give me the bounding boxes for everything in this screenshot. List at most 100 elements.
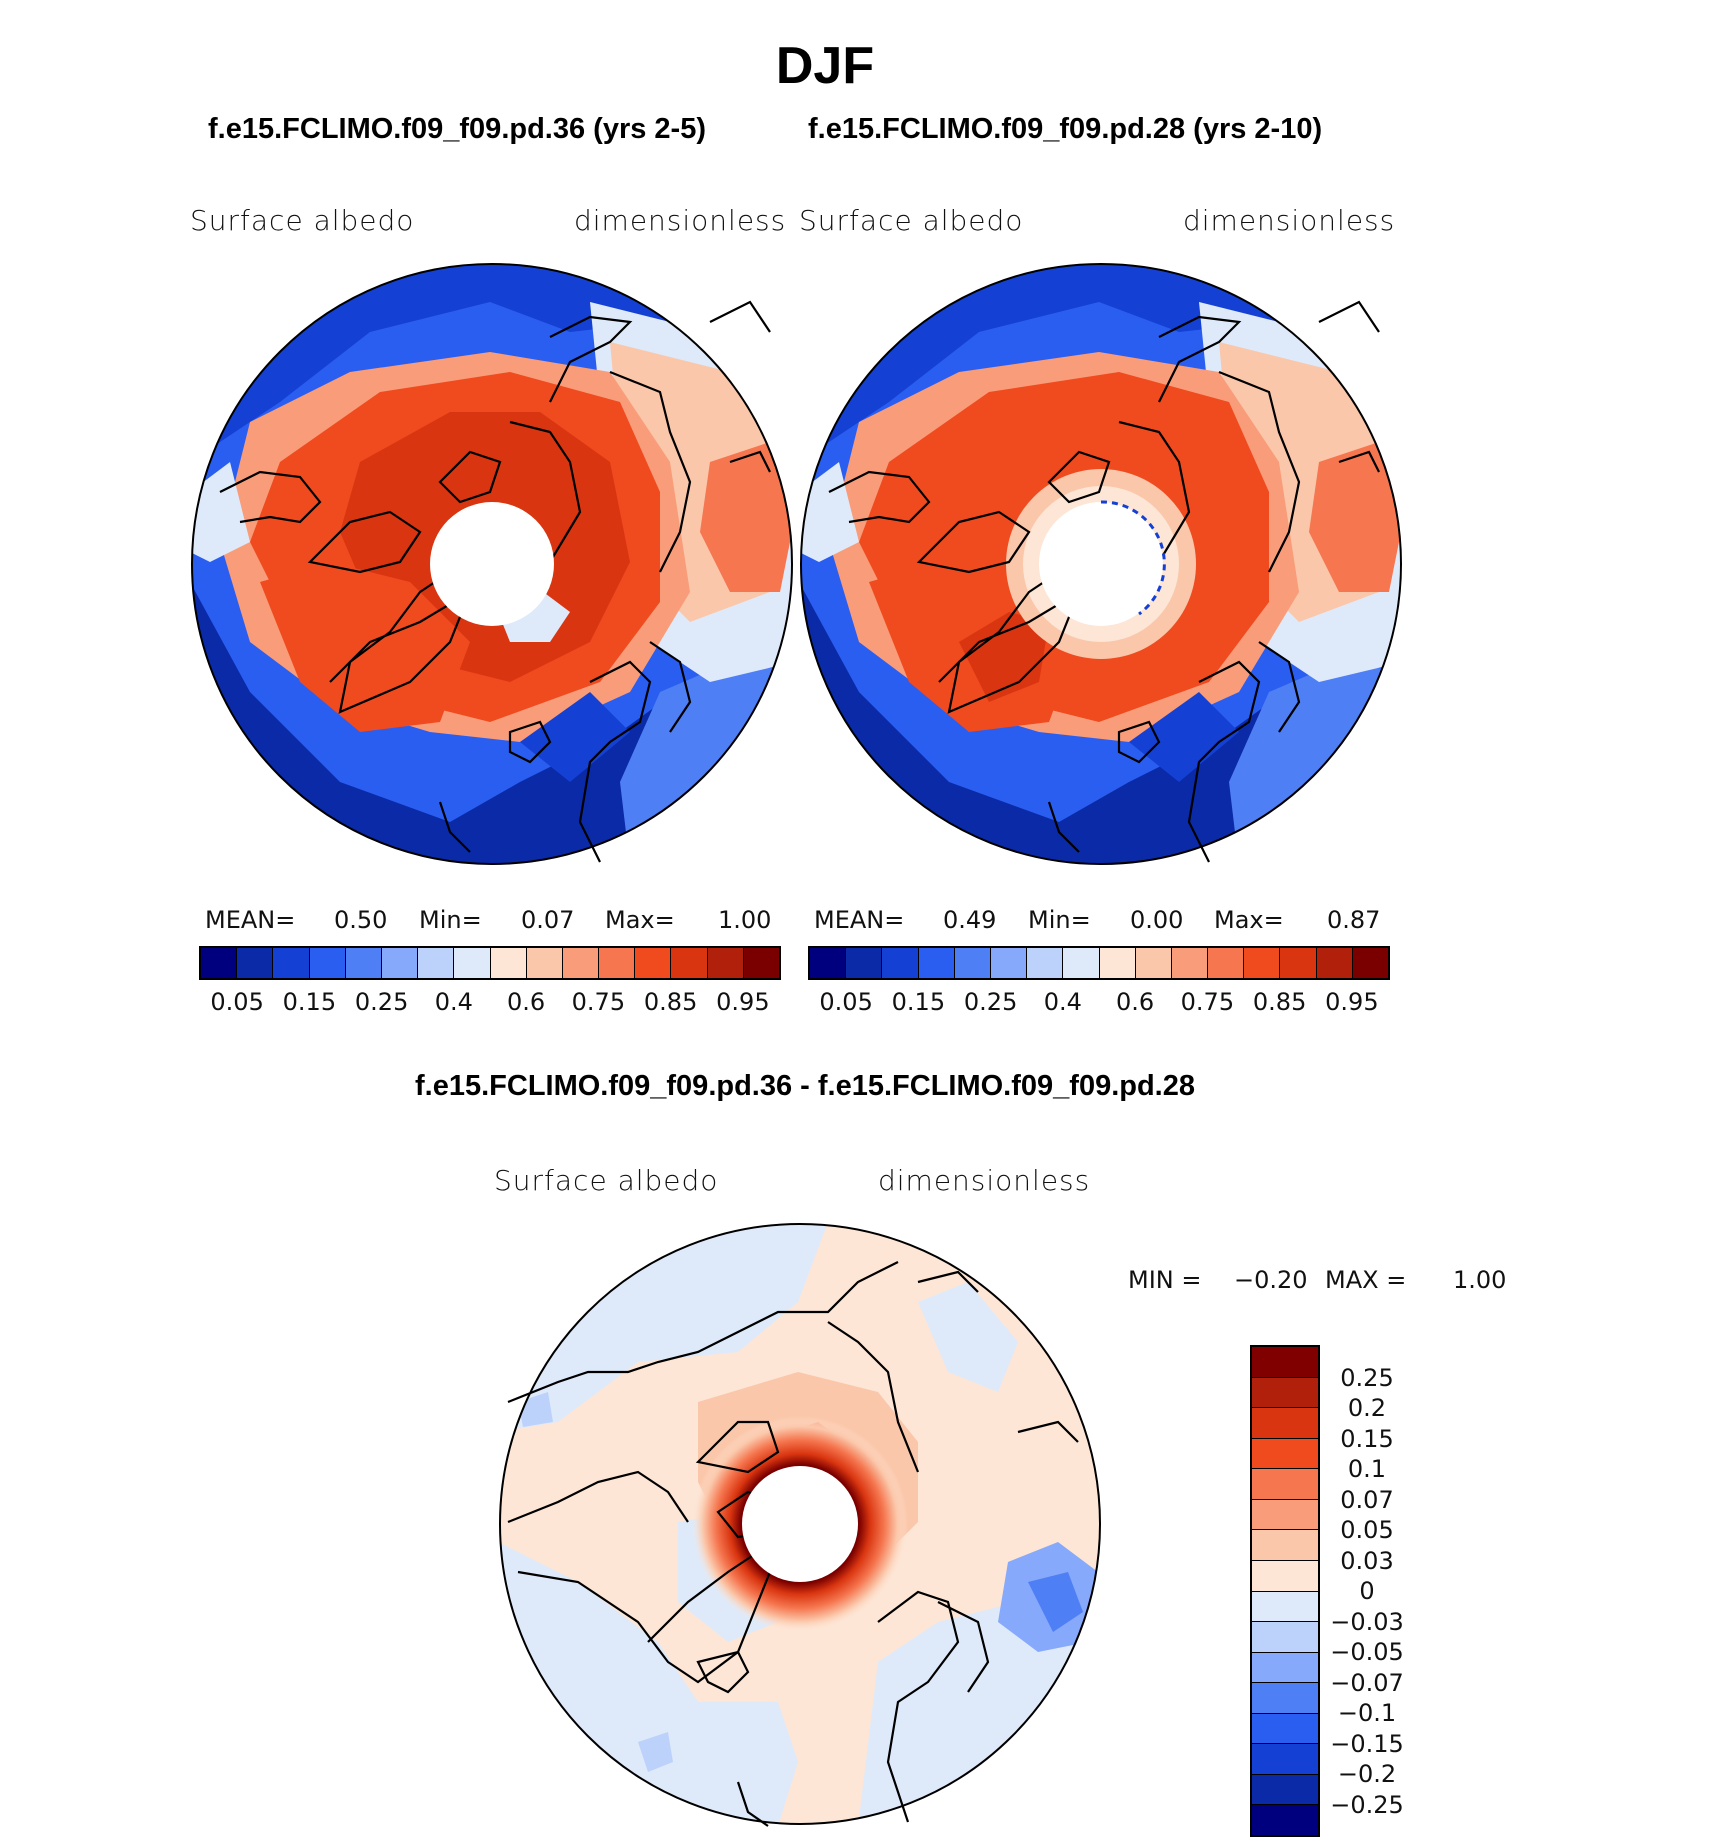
colorbar-swatch — [882, 948, 919, 978]
colorbar-swatch — [1252, 1774, 1318, 1806]
panel-1-max-label: Max= — [605, 906, 675, 934]
panel-1-case-title: f.e15.FCLIMO.f09_f09.pd.36 (yrs 2-5) — [208, 113, 706, 145]
colorbar-swatch — [201, 948, 238, 978]
colorbar-tick-label: 0.15 — [891, 988, 946, 1016]
panel-2-case-title: f.e15.FCLIMO.f09_f09.pd.28 (yrs 2-10) — [808, 113, 1323, 145]
panel-1-units-label: dimensionless — [574, 204, 787, 237]
colorbar-swatch — [309, 948, 346, 978]
diff-variable-label: Surface albedo — [494, 1164, 719, 1197]
difference-title: f.e15.FCLIMO.f09_f09.pd.36 - f.e15.FCLIM… — [415, 1070, 1195, 1102]
panel-1-variable-label: Surface albedo — [190, 204, 415, 237]
panel-1-max-value: 1.00 — [718, 906, 772, 934]
panel-2-mean-value: 0.49 — [943, 906, 997, 934]
colorbar-swatch — [1171, 948, 1209, 978]
panel-1-min-label: Min= — [419, 906, 482, 934]
colorbar-swatch — [1252, 1408, 1318, 1439]
panel-2-max-value: 0.87 — [1327, 906, 1381, 934]
colorbar-tick-label: 0.75 — [1180, 988, 1235, 1016]
panel-2-variable-label: Surface albedo — [799, 204, 1024, 237]
colorbar-tick-label: 0.2 — [1347, 1394, 1387, 1422]
panel-2-min-value: 0.00 — [1130, 906, 1184, 934]
colorbar-tick-label: 0.05 — [1340, 1516, 1394, 1544]
colorbar-swatch — [381, 948, 419, 978]
diff-max-value: 1.00 — [1453, 1266, 1507, 1294]
colorbar-swatch — [454, 948, 491, 978]
colorbar-tick-label: 0.6 — [507, 988, 546, 1016]
colorbar-swatch — [635, 948, 672, 978]
colorbar-swatch — [1252, 1560, 1318, 1592]
colorbar-tick-label: 0.95 — [1325, 988, 1379, 1016]
colorbar-tick-label: 0.25 — [354, 988, 409, 1016]
colorbar-swatch — [1252, 1805, 1318, 1835]
colorbar-swatch — [1352, 948, 1388, 978]
colorbar-swatch — [345, 948, 382, 978]
colorbar-swatch — [1280, 948, 1317, 978]
colorbar-tick-label: −0.25 — [1330, 1790, 1404, 1819]
colorbar-swatch — [1252, 1438, 1318, 1470]
difference-polar-map — [499, 1223, 1101, 1827]
colorbar-swatch — [490, 948, 527, 978]
colorbar-swatch — [1252, 1713, 1318, 1745]
colorbar-tick-label: 0.25 — [963, 988, 1018, 1016]
panel-1-polar-map — [191, 263, 793, 865]
colorbar-swatch — [743, 948, 779, 978]
colorbar-tick-label: 0.15 — [282, 988, 337, 1016]
colorbar-swatch — [526, 948, 563, 978]
colorbar-swatch — [1316, 948, 1353, 978]
colorbar-swatch — [237, 948, 274, 978]
colorbar-swatch — [1252, 1469, 1318, 1500]
colorbar-swatch — [1063, 948, 1100, 978]
panel-1-mean-value: 0.50 — [334, 906, 388, 934]
colorbar-swatch — [1208, 948, 1245, 978]
colorbar-tick-label: 0.05 — [819, 988, 873, 1016]
colorbar-swatch — [1252, 1377, 1318, 1409]
colorbar-swatch — [846, 948, 883, 978]
panel-1-mean-label: MEAN= — [205, 906, 296, 934]
colorbar-tick-label: −0.15 — [1330, 1729, 1404, 1758]
colorbar-tick-label: −0.05 — [1330, 1638, 1404, 1666]
colorbar-tick-label: 0.75 — [571, 988, 626, 1016]
colorbar-tick-label: 0.85 — [1252, 988, 1307, 1016]
colorbar-tick-label: 0.4 — [434, 988, 473, 1016]
panel-1-min-value: 0.07 — [521, 906, 575, 934]
colorbar-tick-label: −0.07 — [1330, 1668, 1404, 1697]
colorbar-swatch — [1027, 948, 1064, 978]
colorbar-tick-label: 0.1 — [1347, 1455, 1387, 1483]
colorbar-swatch — [1252, 1652, 1318, 1684]
panel-2-mean-label: MEAN= — [814, 906, 905, 934]
diff-min-label: MIN = — [1128, 1266, 1202, 1294]
colorbar-swatch — [1099, 948, 1136, 978]
diff-max-label: MAX = — [1325, 1266, 1407, 1294]
colorbar-swatch — [1252, 1347, 1318, 1378]
colorbar-swatch — [273, 948, 310, 978]
colorbar-tick-label: −0.1 — [1337, 1699, 1397, 1727]
colorbar-tick-label: 0.05 — [210, 988, 264, 1016]
colorbar-tick-label: 0.95 — [716, 988, 770, 1016]
colorbar-swatch — [1135, 948, 1172, 978]
colorbar-tick-label: −0.2 — [1337, 1760, 1397, 1788]
diff-units-label: dimensionless — [878, 1164, 1091, 1197]
colorbar-tick-label: 0.6 — [1116, 988, 1155, 1016]
colorbar-swatch — [562, 948, 600, 978]
colorbar-swatch — [707, 948, 744, 978]
colorbar-tick-label: 0.15 — [1340, 1424, 1394, 1453]
colorbar-swatch — [1252, 1622, 1318, 1653]
colorbar-swatch — [671, 948, 708, 978]
panel-1-colorbar — [199, 946, 781, 980]
panel-2-max-label: Max= — [1214, 906, 1284, 934]
panel-2-polar-map — [800, 263, 1402, 865]
colorbar-tick-label: 0.4 — [1043, 988, 1082, 1016]
colorbar-swatch — [1252, 1744, 1318, 1775]
diff-min-value: −0.20 — [1234, 1266, 1308, 1294]
colorbar-tick-label: 0 — [1359, 1577, 1375, 1605]
colorbar-swatch — [599, 948, 636, 978]
panel-2-units-label: dimensionless — [1183, 204, 1396, 237]
colorbar-tick-label: 0.07 — [1340, 1485, 1394, 1514]
colorbar-swatch — [990, 948, 1028, 978]
colorbar-tick-label: −0.03 — [1330, 1607, 1404, 1636]
panel-2-min-label: Min= — [1028, 906, 1091, 934]
colorbar-swatch — [918, 948, 955, 978]
colorbar-swatch — [418, 948, 455, 978]
colorbar-tick-label: 0.03 — [1340, 1546, 1394, 1575]
colorbar-swatch — [1244, 948, 1281, 978]
